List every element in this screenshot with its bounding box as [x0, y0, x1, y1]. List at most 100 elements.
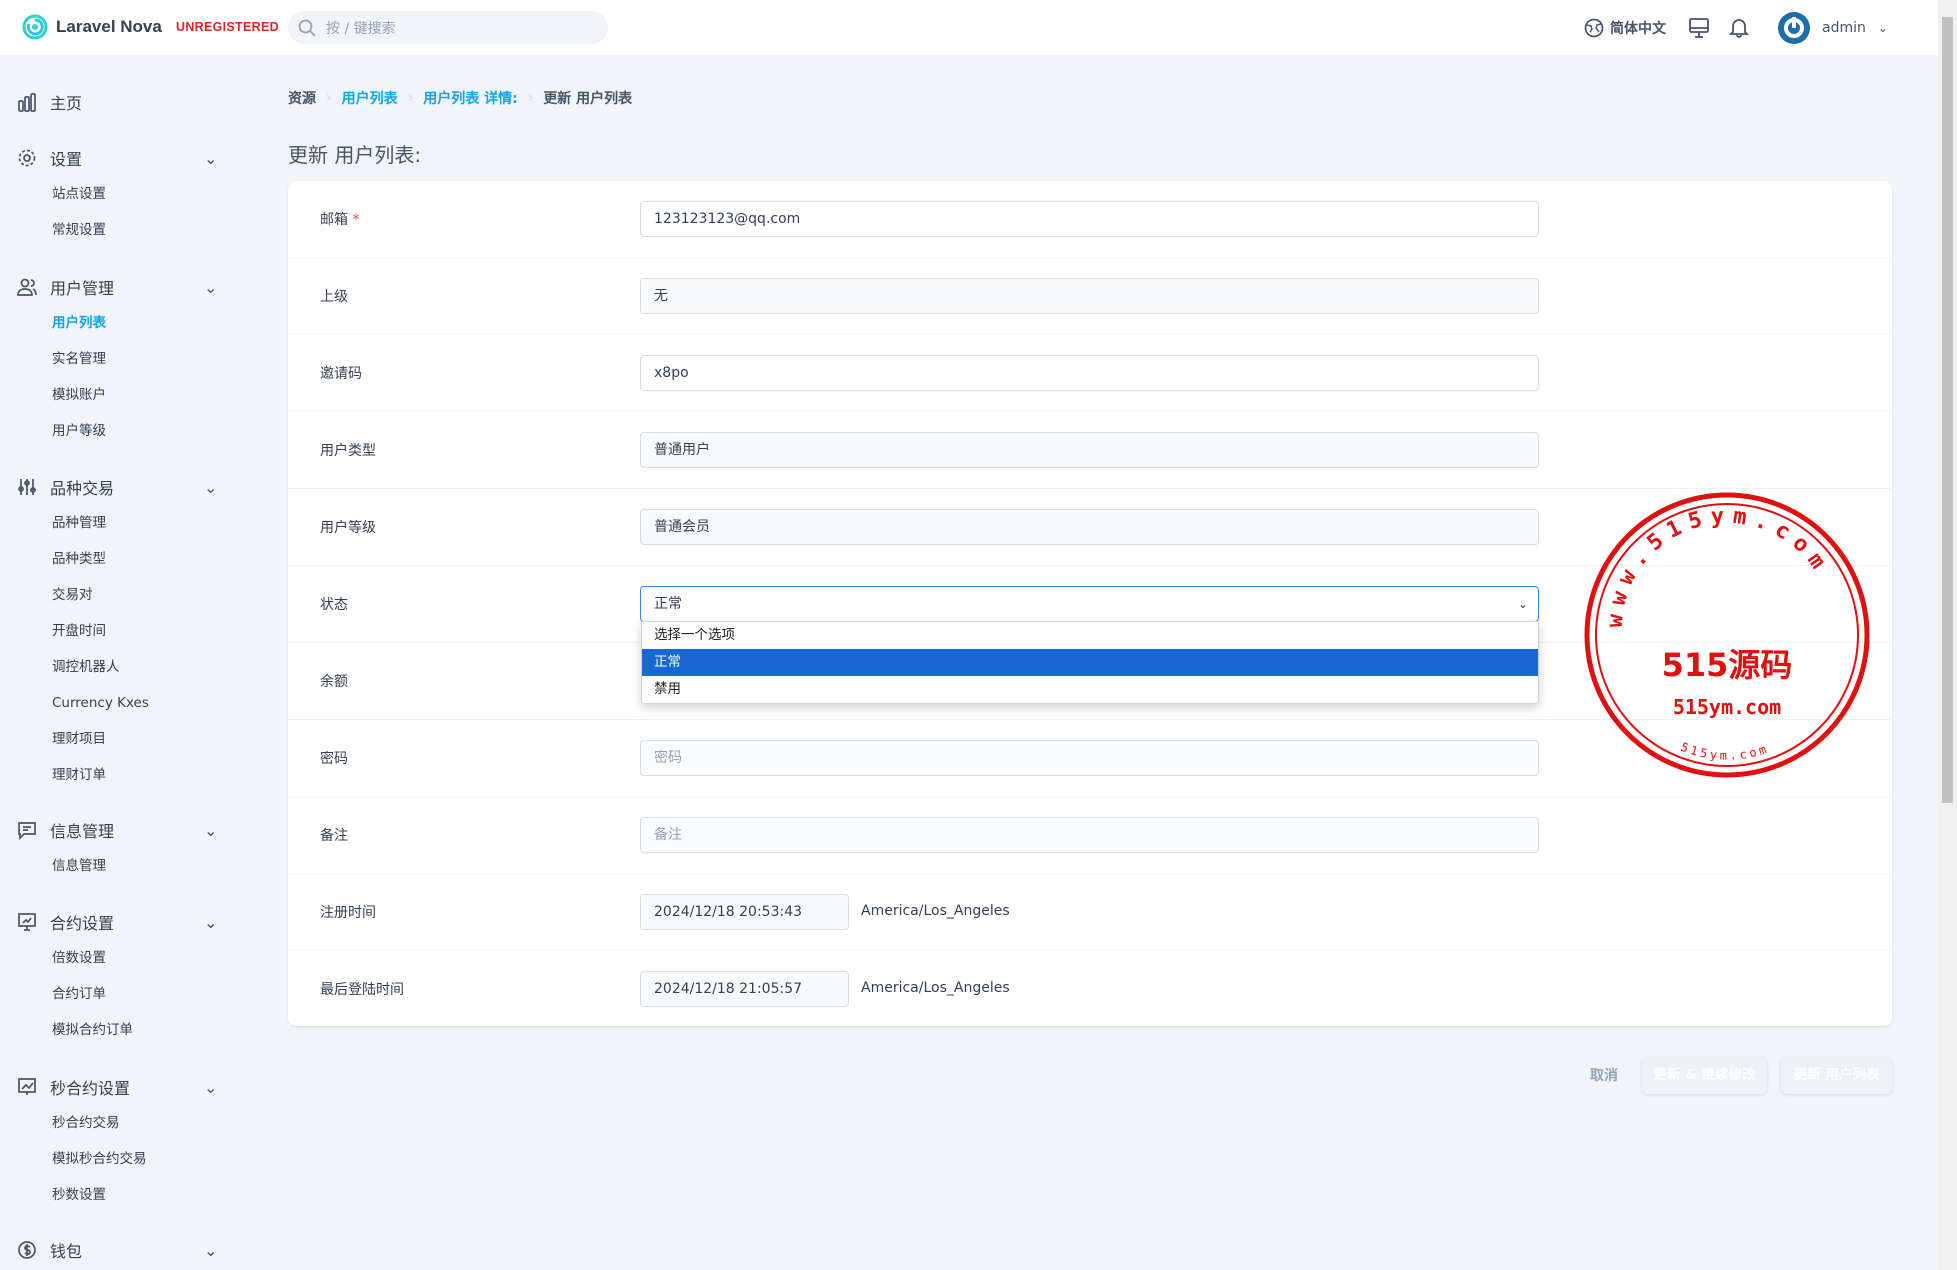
sidebar-item[interactable]: 信息管理: [52, 858, 106, 874]
page-title: 更新 用户列表:: [288, 143, 422, 167]
language-switcher[interactable]: 简体中文: [1584, 0, 1666, 55]
sidebar-group-label: 信息管理: [50, 822, 115, 841]
sidebar-group-label: 秒合约设置: [50, 1079, 131, 1098]
sidebar-group-label: 用户管理: [50, 279, 115, 298]
timezone: America/Los_Angeles: [861, 980, 1010, 996]
sidebar-group: 用户管理 ⌄ 用户列表实名管理模拟账户用户等级: [0, 269, 287, 449]
chevron-down-icon[interactable]: ⌄: [204, 277, 218, 297]
sidebar-item[interactable]: Currency Kxes: [52, 695, 149, 711]
label: 密码: [320, 751, 348, 767]
sidebar-group-label: 钱包: [50, 1242, 83, 1261]
monitor-icon[interactable]: [1688, 17, 1710, 39]
sidebar-item[interactable]: 模拟账户: [52, 387, 106, 403]
globe-icon: [1584, 18, 1604, 37]
bell-icon[interactable]: [1728, 16, 1750, 38]
option-placeholder[interactable]: 选择一个选项: [654, 627, 735, 643]
parent-field[interactable]: 无: [640, 278, 1539, 314]
search-icon: [298, 19, 316, 37]
label: 注册时间: [320, 905, 376, 921]
sidebar-item[interactable]: 秒数设置: [52, 1187, 106, 1203]
user-type-field[interactable]: 普通用户: [640, 432, 1539, 468]
scrollbar-thumb[interactable]: [1942, 17, 1953, 803]
sidebar-group-header[interactable]: 设置 ⌄: [0, 140, 287, 176]
invite-code-field[interactable]: x8po: [640, 355, 1539, 391]
breadcrumb: 资源 › 用户列表 › 用户列表 详情: › 更新 用户列表: [288, 90, 633, 107]
option-disabled[interactable]: 禁用: [654, 681, 681, 697]
sidebar-item[interactable]: 理财项目: [52, 731, 106, 747]
cancel-button[interactable]: 取消: [1590, 1068, 1618, 1084]
label: 邮箱: [320, 212, 348, 228]
sidebar-group-header[interactable]: 钱包 ⌄: [0, 1232, 287, 1268]
sidebar-item[interactable]: 实名管理: [52, 351, 106, 367]
user-menu[interactable]: admin ⌄: [1778, 0, 1888, 55]
sidebar-group: 秒合约设置 ⌄ 秒合约交易模拟秒合约交易 秒数设置: [0, 1069, 287, 1213]
chevron-down-icon[interactable]: ⌄: [204, 912, 218, 932]
chevron-down-icon[interactable]: ⌄: [204, 148, 218, 168]
sidebar-group-header[interactable]: 用户管理 ⌄: [0, 269, 287, 305]
option-normal[interactable]: 正常: [642, 649, 1538, 676]
scrollbar[interactable]: [1938, 0, 1957, 1270]
breadcrumb-user-detail[interactable]: 用户列表 详情:: [423, 91, 518, 107]
registered-time-field[interactable]: 2024/12/18 20:53:43: [640, 894, 849, 930]
sidebar-item[interactable]: 倍数设置: [52, 950, 106, 966]
sidebar-group-header[interactable]: 合约设置 ⌄: [0, 904, 287, 940]
sidebar-group-label: 设置: [50, 150, 83, 169]
last-login-time-field[interactable]: 2024/12/18 21:05:57: [640, 971, 849, 1007]
brand-name: Laravel Nova: [56, 17, 162, 36]
label: 上级: [320, 289, 348, 305]
sidebar-item[interactable]: 品种类型: [52, 551, 106, 567]
field-last-login: 最后登陆时间 2024/12/18 21:05:57 America/Los_Ang…: [288, 951, 1892, 1028]
sidebar-item[interactable]: 理财订单: [52, 767, 106, 783]
sidebar-item[interactable]: 交易对: [52, 587, 93, 603]
sidebar-item[interactable]: 模拟秒合约交易: [52, 1151, 147, 1167]
presentation-icon: [17, 911, 39, 933]
sidebar-group-label: 主页: [50, 94, 83, 113]
email-field[interactable]: 123123123@qq.com: [640, 201, 1539, 237]
sidebar-group-header[interactable]: 信息管理 ⌄: [0, 812, 287, 848]
search-input[interactable]: 按 / 键搜索: [288, 11, 608, 44]
sidebar-item[interactable]: 秒合约交易: [52, 1115, 120, 1131]
breadcrumb-resources[interactable]: 资源: [288, 91, 316, 107]
chevron-down-icon[interactable]: ⌄: [204, 820, 218, 840]
label: 用户等级: [320, 520, 376, 536]
sidebar-item[interactable]: 品种管理: [52, 515, 106, 531]
breadcrumb-current: 更新 用户列表: [543, 91, 633, 107]
sidebar-item[interactable]: 用户等级: [52, 423, 106, 439]
sidebar-item[interactable]: 合约订单: [52, 986, 106, 1002]
chevron-down-icon[interactable]: ⌄: [204, 477, 218, 497]
chevron-down-icon[interactable]: ⌄: [204, 1240, 218, 1260]
unregistered-badge: UNREGISTERED: [176, 20, 279, 34]
update-continue-button[interactable]: 更新 & 继续修改: [1642, 1057, 1767, 1094]
sidebar-item[interactable]: 模拟合约订单: [52, 1022, 133, 1038]
top-bar: Laravel Nova UNREGISTERED 按 / 键搜索 简体中文 a…: [0, 0, 1938, 55]
search-placeholder: 按 / 键搜索: [326, 20, 396, 37]
trend-chart-icon: [17, 1076, 39, 1098]
chevron-down-icon[interactable]: ⌄: [204, 1077, 218, 1097]
remark-field[interactable]: 备注: [640, 817, 1539, 853]
sidebar-item[interactable]: 站点设置: [52, 186, 106, 202]
language-label: 简体中文: [1610, 20, 1666, 37]
sidebar-item[interactable]: 用户列表: [52, 315, 106, 331]
logo[interactable]: Laravel Nova: [22, 14, 162, 40]
sidebar-group-header[interactable]: 秒合约设置 ⌄: [0, 1069, 287, 1105]
message-icon: [17, 819, 39, 841]
status-value: 正常: [654, 596, 682, 612]
sidebar-item[interactable]: 调控机器人: [52, 659, 120, 675]
gear-icon: [17, 147, 39, 169]
sidebar-item[interactable]: 开盘时间: [52, 623, 106, 639]
sidebar-item[interactable]: 常规设置: [52, 222, 106, 238]
edit-form: 邮箱 * 123123123@qq.com 上级 无 邀请码 x8po 用户类型 普通用…: [288, 181, 1892, 1026]
avatar: [1778, 11, 1810, 44]
password-field[interactable]: 密码: [640, 740, 1539, 776]
label: 状态: [320, 597, 348, 613]
label: 备注: [320, 828, 348, 844]
label: 余额: [320, 674, 348, 690]
update-button[interactable]: 更新 用户列表: [1781, 1057, 1892, 1094]
sidebar-group-header[interactable]: 品种交易 ⌄: [0, 469, 287, 505]
breadcrumb-user-list[interactable]: 用户列表: [341, 91, 398, 107]
dollar-icon: [17, 1239, 39, 1261]
sidebar-group-header[interactable]: 主页: [0, 84, 287, 120]
field-user-type: 用户类型 普通用户: [288, 412, 1892, 489]
status-select[interactable]: 正常 ⌄: [640, 586, 1539, 622]
user-level-field[interactable]: 普通会员: [640, 509, 1539, 545]
